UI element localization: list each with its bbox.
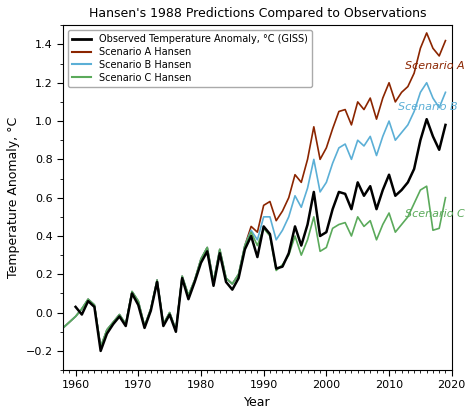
Text: Scenario C: Scenario C — [405, 209, 465, 219]
X-axis label: Year: Year — [244, 396, 271, 409]
Title: Hansen's 1988 Predictions Compared to Observations: Hansen's 1988 Predictions Compared to Ob… — [89, 7, 426, 20]
Text: Scenario A: Scenario A — [405, 61, 465, 71]
Text: Scenario B: Scenario B — [399, 102, 458, 111]
Y-axis label: Temperature Anomaly, °C: Temperature Anomaly, °C — [7, 117, 20, 278]
Legend: Observed Temperature Anomaly, °C (GISS), Scenario A Hansen, Scenario B Hansen, S: Observed Temperature Anomaly, °C (GISS),… — [68, 30, 312, 87]
